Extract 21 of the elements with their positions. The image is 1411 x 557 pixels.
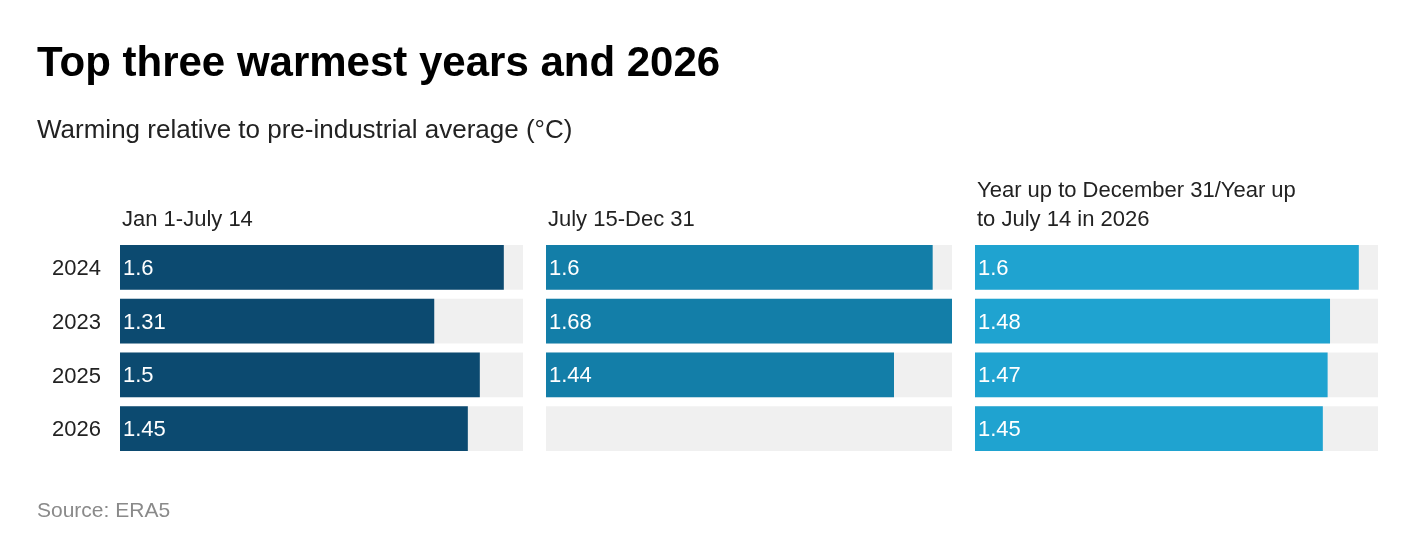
y-tick-label: 2024 (52, 255, 101, 281)
y-tick-label: 2023 (52, 308, 101, 334)
y-tick-label: 2025 (52, 362, 101, 388)
series-label: July 15-Dec 31 (548, 206, 695, 231)
source-note: Source: ERA5 (37, 498, 171, 521)
y-tick-label: 2026 (52, 416, 101, 442)
series-label: Year up to December 31/Year up to July 14 in 2026 (977, 177, 1296, 231)
data-label: 1.5 (123, 362, 154, 388)
series-label: Jan 1-July 14 (122, 206, 253, 231)
data-label: 1.48 (978, 308, 1021, 334)
chart-title: Top three warmest years and 2026 (37, 38, 721, 85)
data-label: 1.44 (549, 362, 592, 388)
data-label: 1.45 (123, 416, 166, 442)
data-label: 1.6 (978, 254, 1009, 280)
data-label: 1.45 (978, 416, 1021, 442)
data-label: 1.6 (549, 254, 580, 280)
data-label: 1.68 (549, 308, 592, 334)
data-label: 1.31 (123, 308, 166, 334)
chart-subtitle: Warming relative to pre-industrial average (°C) (37, 114, 573, 144)
data-label: 1.47 (978, 362, 1021, 388)
data-label: 1.6 (123, 254, 154, 280)
